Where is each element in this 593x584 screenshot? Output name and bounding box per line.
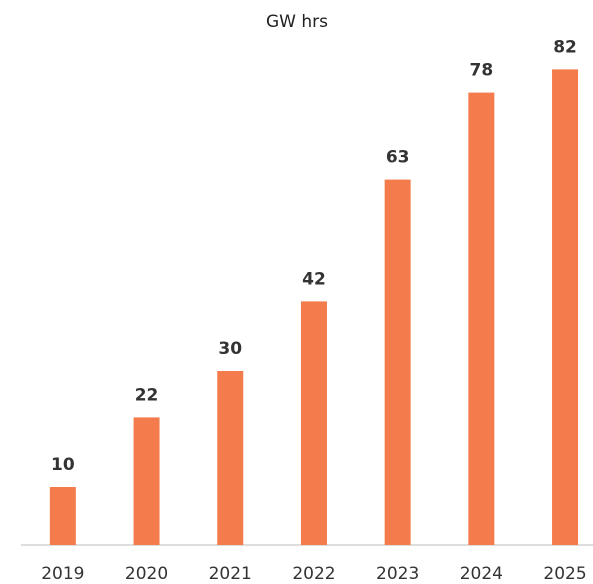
chart-title: GW hrs — [266, 12, 328, 32]
x-tick-label: 2025 — [543, 564, 586, 584]
bar — [468, 92, 495, 545]
value-label: 42 — [302, 269, 326, 289]
x-tick-label: 2020 — [125, 564, 168, 584]
bar — [552, 69, 579, 546]
bar — [384, 179, 411, 545]
value-label: 10 — [51, 455, 75, 475]
bar — [49, 487, 76, 545]
x-tick-label: 2022 — [292, 564, 335, 584]
bar — [133, 417, 160, 545]
value-label: 63 — [386, 148, 410, 168]
value-label: 22 — [135, 385, 159, 405]
x-tick-label: 2023 — [376, 564, 419, 584]
x-tick-label: 2024 — [460, 564, 503, 584]
value-label: 30 — [218, 339, 242, 359]
x-tick-label: 2019 — [41, 564, 84, 584]
value-label: 82 — [553, 37, 577, 57]
value-label: 78 — [470, 61, 494, 81]
bar — [300, 301, 327, 545]
x-tick-label: 2021 — [209, 564, 252, 584]
bar — [217, 371, 244, 545]
